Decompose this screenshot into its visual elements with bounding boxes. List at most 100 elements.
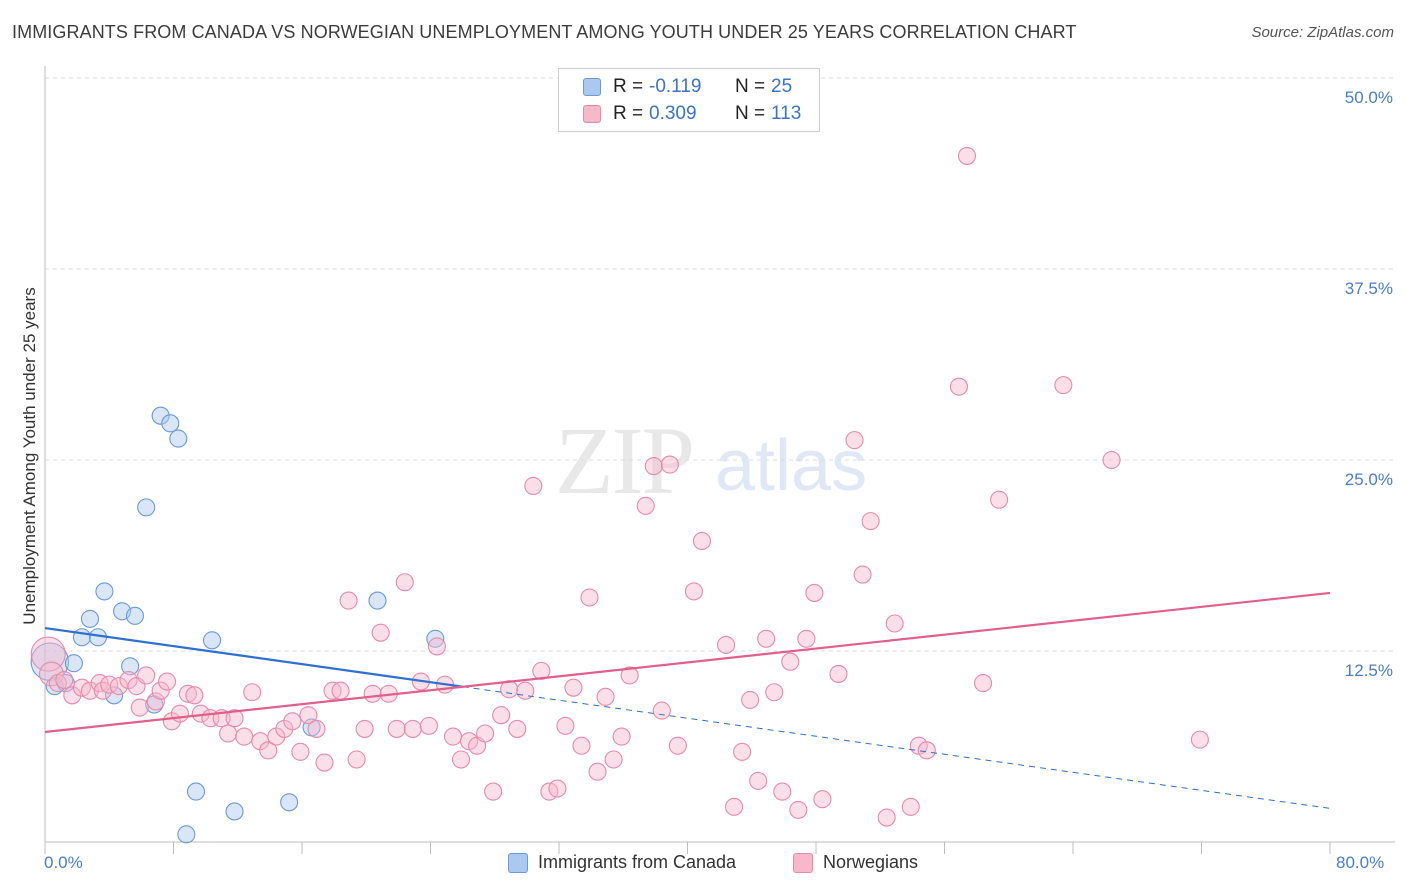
chart-title: IMMIGRANTS FROM CANADA VS NORWEGIAN UNEM… (12, 22, 1077, 42)
norwegians-point (765, 683, 784, 702)
norwegians-point (733, 742, 752, 761)
canada-point (177, 825, 196, 844)
legend-row-norwegians: R = 0.309 N = 113 (583, 102, 801, 126)
x-tick-label-min: 0.0% (44, 853, 83, 872)
norwegians-point (451, 750, 471, 769)
norwegians-point (395, 573, 414, 592)
canada-point (80, 609, 100, 628)
norwegians-point (243, 683, 262, 702)
norwegians-point (403, 719, 422, 738)
canada-point (225, 802, 244, 821)
norwegians-point (225, 709, 244, 728)
norwegians-point (484, 782, 503, 801)
canada-point (121, 657, 140, 676)
norwegians-point (109, 677, 128, 696)
bottom-legend-canada: Immigrants from Canada (508, 852, 736, 873)
norwegians-point (235, 727, 254, 746)
canada-trend-line-extension (462, 686, 1331, 809)
norwegians-point (612, 727, 631, 746)
norwegians-point (957, 146, 977, 165)
legend-swatch-norwegians (583, 105, 601, 123)
legend-r-value: 0.309 (649, 103, 697, 124)
norwegians-point (556, 716, 575, 735)
canada-point (105, 686, 124, 705)
canada-point (169, 429, 188, 448)
norwegians-point (299, 706, 318, 725)
y-tick-label: 50.0% (1344, 88, 1393, 107)
norwegians-point (1102, 450, 1121, 470)
norwegians-point (845, 431, 864, 450)
norwegians-point (564, 678, 583, 697)
y-tick-label: 37.5% (1344, 279, 1393, 298)
norwegians-point (178, 684, 198, 703)
norwegians-point (1054, 376, 1073, 395)
norwegians-point (55, 670, 74, 690)
norwegians-point (492, 706, 511, 725)
norwegians-point (668, 736, 687, 755)
norwegians-point (185, 686, 204, 705)
norwegians-point (749, 771, 768, 790)
norwegians-trend-line (44, 591, 1331, 734)
canada-point (151, 406, 170, 425)
legend-n-label: N = (735, 76, 766, 97)
norwegians-point (38, 661, 64, 687)
norwegians-point (355, 719, 374, 738)
norwegians-point (130, 698, 149, 717)
canada-point (203, 631, 222, 650)
norwegians-point (315, 753, 334, 772)
legend-n-value: 25 (771, 76, 793, 97)
norwegians-point (219, 724, 238, 743)
norwegians-point (30, 636, 66, 672)
bottom-legend-label-norwegians: Norwegians (823, 852, 919, 872)
canada-point (161, 414, 180, 433)
norwegians-point (347, 750, 366, 769)
norwegians-point (789, 800, 808, 819)
canada-point (368, 591, 387, 610)
norwegians-point (170, 704, 189, 723)
norwegians-point (901, 797, 920, 816)
norwegians-point (829, 664, 848, 683)
legend-r-label: R = (613, 76, 644, 97)
legend-r-label: R = (613, 103, 644, 124)
norwegians-point (781, 652, 800, 671)
norwegians-point (596, 687, 615, 706)
canada-point (426, 629, 445, 648)
norwegians-point (427, 637, 446, 656)
norwegians-point (339, 591, 358, 610)
norwegians-point (419, 716, 438, 735)
legend-swatch-canada (583, 78, 601, 96)
canada-trend-line (44, 626, 463, 688)
canada-point (125, 606, 144, 625)
legend-n-value: 113 (771, 103, 802, 124)
norwegians-point (725, 797, 744, 816)
norwegians-point (644, 457, 663, 476)
norwegians-point (805, 583, 824, 602)
legend-row-canada: R = -0.119 N = 25 (583, 75, 792, 99)
norwegians-point (291, 742, 310, 761)
norwegians-point (476, 724, 495, 743)
canada-point (95, 582, 114, 601)
norwegians-point (1190, 730, 1209, 749)
norwegians-point (580, 588, 599, 607)
canada-point (72, 628, 91, 647)
norwegians-point (387, 719, 406, 738)
norwegians-point (548, 779, 567, 798)
norwegians-point (283, 712, 302, 731)
norwegians-point (917, 741, 936, 760)
legend-n-label: N = (735, 103, 766, 124)
norwegians-point (588, 762, 607, 781)
norwegians-point (861, 512, 880, 531)
norwegians-point (137, 666, 156, 685)
norwegians-point (716, 635, 736, 654)
bottom-legend-swatch-norwegians (793, 852, 813, 873)
canada-point (137, 498, 156, 517)
norwegians-point (371, 623, 390, 642)
canada-point (186, 782, 206, 801)
norwegians-point (524, 476, 543, 496)
norwegians-point (885, 614, 904, 633)
norwegians-point (636, 496, 655, 515)
bottom-legend-label-canada: Immigrants from Canada (538, 852, 737, 872)
norwegians-point (307, 719, 326, 738)
y-tick-label: 25.0% (1344, 470, 1393, 489)
